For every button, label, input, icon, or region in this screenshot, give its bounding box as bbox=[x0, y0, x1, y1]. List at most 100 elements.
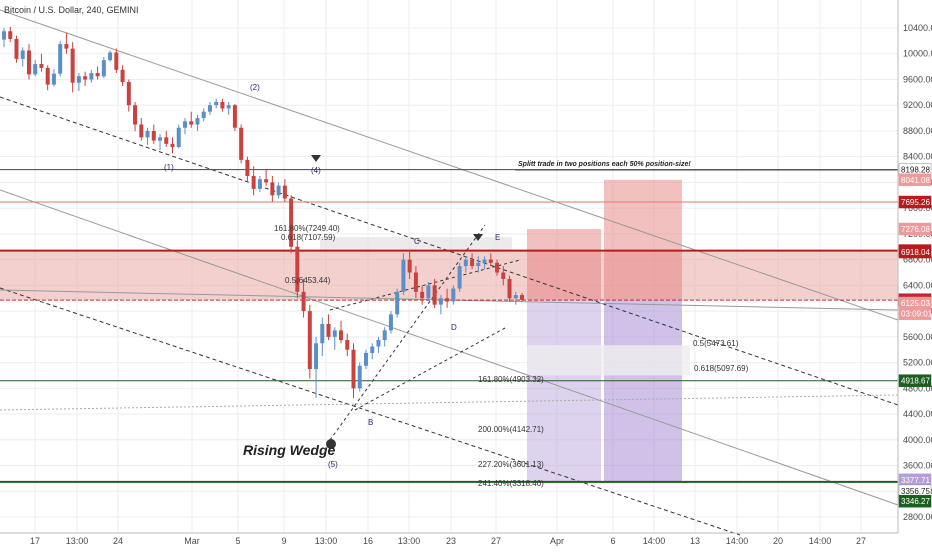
candle bbox=[451, 285, 456, 305]
price-label: 6125.03 bbox=[898, 296, 932, 310]
price-label-text: 03:09:01 bbox=[901, 310, 932, 319]
price-label: 3346.27 bbox=[898, 494, 932, 508]
position-zones bbox=[0, 179, 898, 482]
candle bbox=[495, 259, 500, 276]
candle-body bbox=[101, 60, 106, 77]
candle bbox=[14, 35, 19, 63]
candle bbox=[201, 108, 206, 122]
position-2-risk bbox=[604, 179, 682, 300]
y-tick-label: 5600.00 bbox=[903, 332, 932, 342]
candle bbox=[33, 60, 38, 77]
candle-body bbox=[501, 272, 506, 279]
candle bbox=[164, 130, 169, 148]
y-tick-label: 4000.00 bbox=[903, 435, 932, 445]
candle bbox=[276, 182, 281, 199]
candle-body bbox=[495, 262, 500, 273]
candle bbox=[382, 327, 387, 347]
candle bbox=[58, 40, 63, 77]
candle-body bbox=[8, 31, 13, 39]
x-tick-label: 5 bbox=[235, 536, 240, 546]
candle bbox=[426, 282, 431, 302]
y-tick-label: 8400.00 bbox=[903, 152, 932, 162]
horizontal-levels bbox=[0, 169, 898, 483]
wave-label: (5) bbox=[328, 460, 338, 469]
candle bbox=[407, 249, 412, 279]
candle-body bbox=[332, 330, 337, 337]
candle-body bbox=[276, 185, 281, 196]
candle-body bbox=[463, 259, 468, 267]
fib-grey-box bbox=[527, 345, 690, 376]
candle bbox=[345, 333, 350, 357]
candle-body bbox=[239, 127, 244, 160]
x-tick-label: 9 bbox=[281, 536, 286, 546]
candle bbox=[301, 278, 306, 318]
candle bbox=[457, 262, 462, 292]
candle-body bbox=[76, 76, 81, 83]
candle bbox=[39, 53, 44, 72]
candle bbox=[501, 266, 506, 286]
candlestick-series bbox=[2, 26, 524, 398]
candle bbox=[70, 42, 75, 93]
fib-label: 0.5(5473.61) bbox=[693, 339, 739, 348]
candle-body bbox=[58, 44, 63, 74]
candle-body bbox=[120, 69, 125, 83]
price-label-bg bbox=[898, 307, 932, 320]
candle bbox=[401, 253, 406, 296]
price-label: 6918.04 bbox=[898, 245, 932, 259]
candle-body bbox=[382, 330, 387, 341]
candle-body bbox=[195, 118, 200, 125]
candle-body bbox=[251, 175, 256, 189]
candle-body bbox=[351, 349, 356, 389]
candle bbox=[214, 98, 219, 109]
candle-body bbox=[282, 185, 287, 199]
candle-body bbox=[345, 340, 350, 350]
candle bbox=[432, 278, 437, 308]
x-tick-label: 27 bbox=[491, 536, 501, 546]
y-tick-label: 6800.00 bbox=[903, 255, 932, 265]
candle-body bbox=[420, 291, 425, 299]
candle bbox=[251, 166, 256, 196]
x-tick-label: 27 bbox=[856, 536, 866, 546]
candle-body bbox=[457, 266, 462, 289]
candle bbox=[282, 179, 287, 202]
wave-label: B bbox=[368, 418, 373, 427]
candle bbox=[339, 320, 344, 344]
price-label-bg bbox=[898, 222, 932, 236]
fib-label: 0.5(6453.44) bbox=[285, 276, 331, 285]
candle-body bbox=[482, 259, 487, 263]
candle-body bbox=[445, 298, 450, 302]
candle-body bbox=[257, 179, 262, 189]
candle-body bbox=[33, 64, 38, 75]
candle-body bbox=[488, 259, 493, 263]
candle bbox=[83, 71, 88, 86]
price-label: 7276.08 bbox=[898, 222, 932, 236]
y-tick-label: 3600.00 bbox=[903, 461, 932, 471]
candle-body bbox=[189, 121, 194, 125]
y-tick-label: 9600.00 bbox=[903, 74, 932, 84]
rising-wedge-label: Rising Wedge bbox=[243, 442, 336, 458]
trend-line bbox=[354, 327, 506, 411]
price-label-text: 8041.08 bbox=[901, 176, 930, 185]
chart-title: Bitcoin / U.S. Dollar, 240, GEMINI bbox=[4, 5, 139, 15]
candle bbox=[2, 28, 6, 48]
price-axis-bg bbox=[898, 0, 932, 550]
candle-body bbox=[376, 340, 381, 347]
candle-body bbox=[83, 76, 88, 80]
x-tick-label: 14:00 bbox=[643, 536, 666, 546]
trend-line bbox=[0, 9, 899, 321]
candle bbox=[376, 336, 381, 353]
candle bbox=[64, 32, 69, 54]
price-label: 8041.08 bbox=[898, 173, 932, 187]
candle bbox=[76, 73, 81, 92]
candle-body bbox=[370, 346, 375, 353]
candle bbox=[470, 253, 475, 270]
candle-body bbox=[51, 73, 56, 85]
trend-line bbox=[329, 259, 521, 311]
candle bbox=[101, 56, 106, 79]
candle bbox=[257, 175, 262, 193]
fib-label: 227.20%(3601.13) bbox=[478, 460, 544, 469]
candle-body bbox=[145, 130, 150, 138]
candle-body bbox=[264, 179, 269, 183]
